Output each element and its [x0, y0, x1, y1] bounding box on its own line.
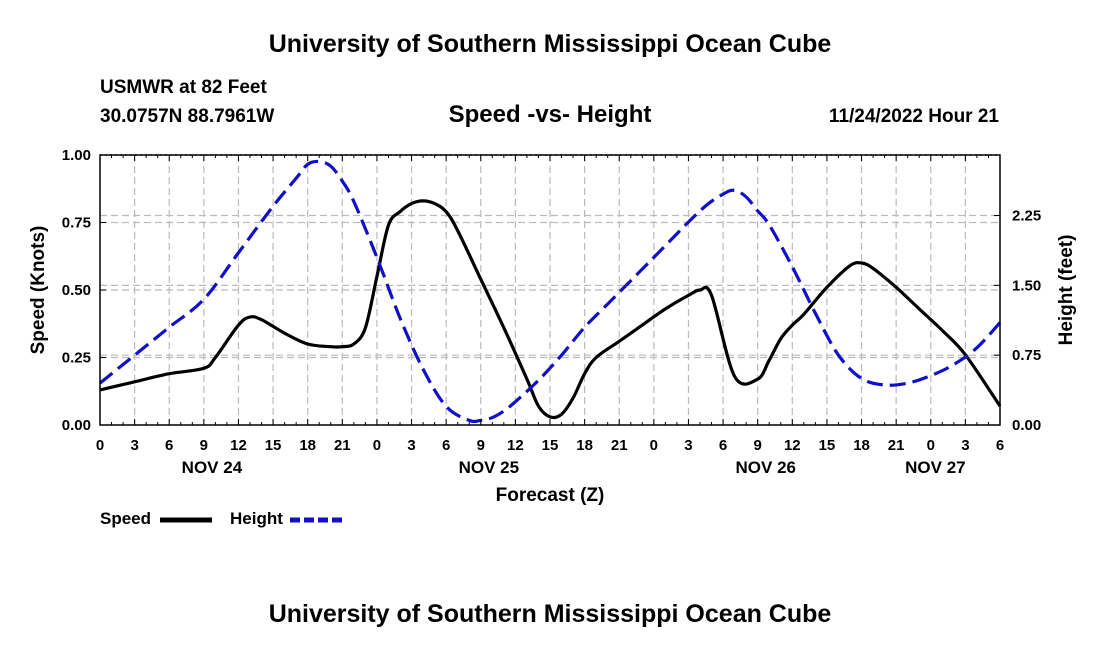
x-tick-label: 21 [888, 437, 905, 454]
y-tick-label: 1.00 [62, 147, 91, 164]
legend-speed-swatch [160, 517, 212, 523]
x-tick-label: 12 [784, 437, 801, 454]
x-tick-label: 3 [684, 437, 692, 454]
x-tick-label: 9 [200, 437, 208, 454]
x-tick-label: 6 [165, 437, 173, 454]
station-name: USMWR at 82 Feet [100, 77, 267, 98]
x-tick-label: 0 [650, 437, 658, 454]
x-tick-label: 3 [407, 437, 415, 454]
speed-height-chart: 0 3 6 9 12 15 18 21 0 3 6 9 12 15 18 21 0 3 6 9 12 15 18 21 0 3 60… [28, 147, 1077, 506]
page-title-top: University of Southern Mississippi Ocean… [268, 30, 832, 58]
x-tick-label: 21 [611, 437, 628, 454]
x-tick-label: 9 [477, 437, 485, 454]
day-label: NOV 24 [182, 458, 243, 477]
chart-grid [100, 154, 1000, 425]
chart-ticks: 0 3 6 9 12 15 18 21 0 3 6 9 12 15 18 21 0 3 6 9 12 15 18 21 0 3 60… [62, 147, 1041, 477]
y-tick-label: 0.00 [62, 417, 91, 434]
x-tick-label: 18 [299, 437, 316, 454]
x-tick-label: 0 [373, 437, 381, 454]
x-tick-label: 15 [542, 437, 559, 454]
x-tick-label: 3 [961, 437, 969, 454]
x-tick-label: 21 [334, 437, 351, 454]
x-tick-label: 6 [442, 437, 450, 454]
x-tick-label: 6 [719, 437, 727, 454]
x-tick-label: 15 [265, 437, 282, 454]
x-tick-label: 3 [130, 437, 138, 454]
x-tick-label: 12 [507, 437, 524, 454]
page-title-bottom: University of Southern Mississippi Ocean… [268, 600, 832, 628]
day-label: NOV 27 [905, 458, 965, 477]
legend-height-label: Height [230, 509, 283, 528]
x-tick-label: 6 [996, 437, 1004, 454]
timestamp: 11/24/2022 Hour 21 [828, 106, 999, 127]
day-label: NOV 26 [736, 458, 796, 477]
y2-axis-label: Height (feet) [1056, 235, 1077, 346]
x-tick-label: 0 [927, 437, 935, 454]
y-tick-label: 0.25 [62, 350, 91, 367]
x-tick-label: 15 [819, 437, 836, 454]
chart-title: Speed -vs- Height [448, 101, 652, 128]
y2-tick-label: 0.75 [1012, 347, 1041, 364]
x-tick-label: 0 [96, 437, 104, 454]
x-tick-label: 9 [754, 437, 762, 454]
station-coords: 30.0757N 88.7961W [100, 106, 275, 127]
chart-series [98, 159, 1002, 424]
x-axis-label: Forecast (Z) [496, 485, 605, 506]
y2-tick-label: 0.00 [1012, 417, 1041, 434]
y2-tick-label: 2.25 [1012, 208, 1041, 225]
legend-speed-label: Speed [100, 509, 152, 528]
series-line-height [98, 159, 1002, 424]
y-tick-label: 0.50 [62, 282, 91, 299]
y2-tick-label: 1.50 [1012, 277, 1041, 294]
y-axis-label: Speed (Knots) [28, 226, 49, 355]
day-label: NOV 25 [459, 458, 519, 477]
x-tick-label: 12 [230, 437, 247, 454]
legend-height-swatch [290, 517, 342, 523]
x-tick-label: 18 [576, 437, 593, 454]
series-line-speed [99, 199, 1002, 420]
y-tick-label: 0.75 [62, 215, 91, 232]
x-tick-label: 18 [853, 437, 870, 454]
